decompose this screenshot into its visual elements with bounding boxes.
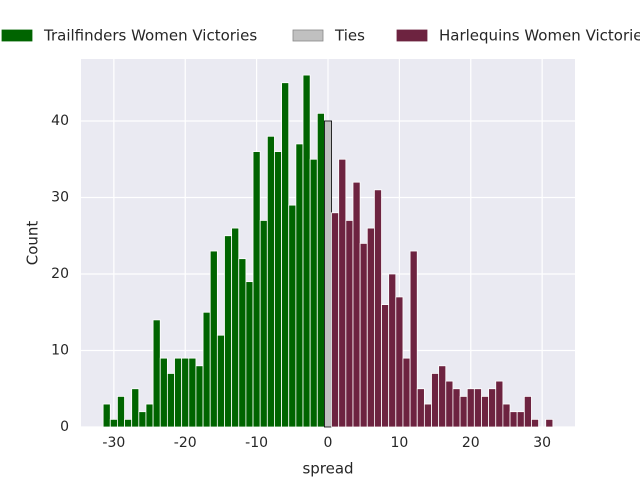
bar [316,112,325,428]
bar [224,235,233,428]
bar [131,388,140,428]
bar [102,403,111,428]
bar [381,304,390,428]
legend-swatch [1,29,33,42]
legend-swatch [396,29,428,42]
x-axis-label: spread [302,460,353,478]
x-tick-label: 20 [462,435,480,451]
y-tick-label: 30 [51,189,69,205]
bar [395,296,404,428]
bar [452,388,461,428]
bar [388,273,397,428]
bar [109,418,118,428]
x-tick-label: -30 [102,435,125,451]
x-tick-label: -10 [245,435,268,451]
bar [416,388,425,428]
bar [245,281,254,428]
bar [145,403,154,428]
bar [274,151,282,428]
legend-swatch [292,29,324,42]
bar [459,395,468,428]
bar [195,365,204,428]
y-tick-label: 20 [51,266,69,282]
bar [409,250,418,428]
bar [466,388,475,428]
bar [366,227,375,428]
bar [324,120,332,428]
y-tick-label: 0 [60,419,69,435]
bar [445,380,454,428]
bar [516,411,525,428]
bar [259,220,268,428]
bar [338,158,347,428]
bar [431,373,440,428]
y-tick-label: 10 [51,342,69,358]
bar [359,242,368,428]
x-tick-label: 30 [533,435,551,451]
bar [345,220,354,428]
bar [288,204,297,428]
bar [138,411,147,428]
bar [266,135,275,428]
x-tick-label: 0 [324,435,333,451]
bar [117,395,125,428]
bar [302,74,311,428]
bar [295,143,304,428]
bar [352,181,361,428]
bar [331,212,340,428]
bar [402,357,411,428]
legend-label: Ties [334,27,365,45]
bar [202,311,211,428]
bar [523,395,532,428]
bar [181,357,190,428]
bar [473,388,482,428]
x-tick-label: -20 [174,435,197,451]
bar [174,357,183,428]
bar [488,388,497,428]
bar [209,250,218,428]
y-tick-label: 40 [51,113,69,129]
bar [166,373,175,428]
bar [159,357,168,428]
bar [216,334,225,428]
legend-label: Harlequins Women Victories [439,27,640,45]
bar [281,82,290,428]
legend-label: Trailfinders Women Victories [43,27,257,45]
bar [509,411,518,428]
bar [188,357,197,428]
x-tick-label: 10 [390,435,408,451]
bar [238,258,247,428]
bar [231,227,240,428]
bar [481,395,490,428]
bar [531,418,539,428]
bar [309,158,318,428]
bar [502,403,511,428]
bar [423,403,432,428]
bar [438,365,447,428]
bar [545,418,554,428]
bar [495,380,504,428]
bar [374,189,382,428]
bar [124,418,133,428]
y-axis-label: Count [24,221,42,266]
bar [252,151,261,428]
bar [152,319,161,428]
